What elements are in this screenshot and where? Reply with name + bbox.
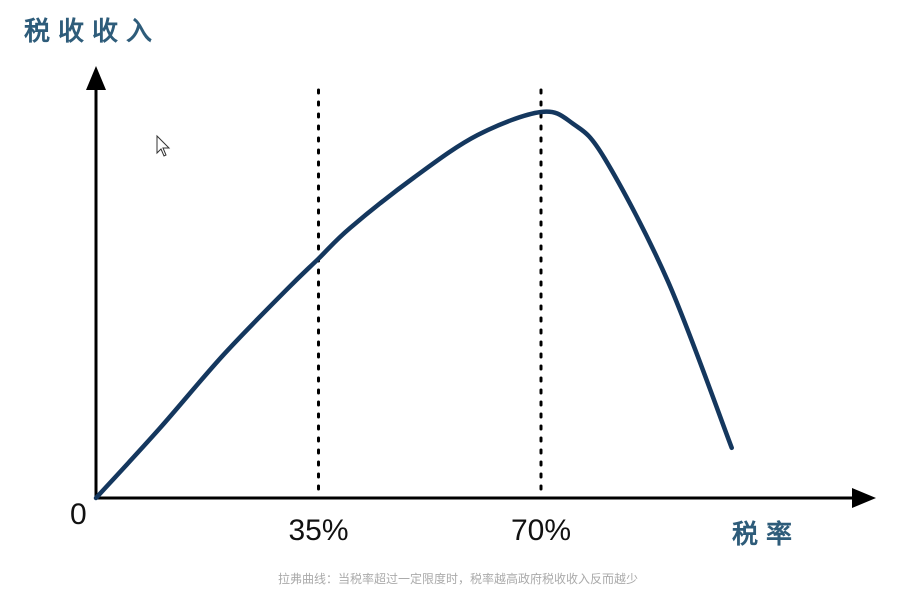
laffer-curve-line <box>93 109 734 501</box>
x-axis-title: 税率 <box>732 519 800 550</box>
x-axis-arrow <box>852 488 876 508</box>
y-axis-title: 税收收入 <box>24 17 160 47</box>
y-axis-arrow <box>86 66 106 90</box>
origin-label: 0 <box>70 498 87 531</box>
mouse-cursor-icon <box>156 134 171 157</box>
tick-label-35: 35% <box>288 514 348 547</box>
chart-caption: 拉弗曲线：当税率超过一定限度时，税率越高政府税收收入反而越少 <box>277 572 638 586</box>
tick-label-70: 70% <box>511 514 571 547</box>
